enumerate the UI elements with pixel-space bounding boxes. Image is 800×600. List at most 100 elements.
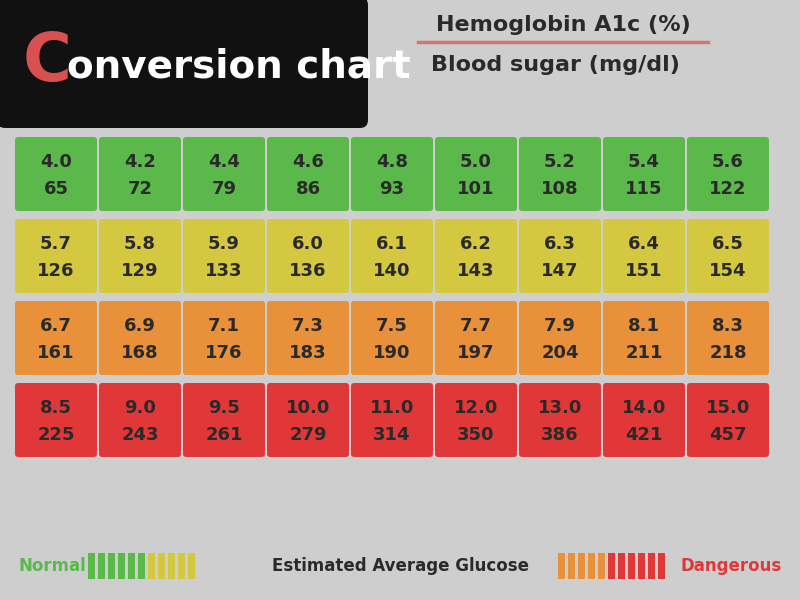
FancyBboxPatch shape [183, 383, 265, 457]
FancyBboxPatch shape [519, 137, 601, 211]
Bar [168, 553, 175, 579]
Text: 101: 101 [458, 180, 494, 198]
Text: 11.0: 11.0 [370, 399, 414, 417]
Text: 8.5: 8.5 [40, 399, 72, 417]
Text: 15.0: 15.0 [706, 399, 750, 417]
Text: 421: 421 [626, 426, 662, 444]
Bar [578, 553, 585, 579]
Text: 314: 314 [374, 426, 410, 444]
Text: 79: 79 [211, 180, 237, 198]
Bar [108, 553, 115, 579]
Bar [88, 553, 95, 579]
FancyBboxPatch shape [15, 301, 97, 375]
Text: 65: 65 [43, 180, 69, 198]
Text: 13.0: 13.0 [538, 399, 582, 417]
FancyBboxPatch shape [687, 219, 769, 293]
FancyBboxPatch shape [267, 137, 349, 211]
Text: 204: 204 [542, 344, 578, 362]
Text: 4.4: 4.4 [208, 153, 240, 171]
Bar [628, 553, 635, 579]
FancyBboxPatch shape [435, 219, 517, 293]
Text: 7.7: 7.7 [460, 317, 492, 335]
FancyBboxPatch shape [15, 137, 97, 211]
Bar [128, 553, 135, 579]
FancyBboxPatch shape [519, 301, 601, 375]
FancyBboxPatch shape [435, 137, 517, 211]
FancyBboxPatch shape [99, 383, 181, 457]
Text: 176: 176 [206, 344, 242, 362]
FancyBboxPatch shape [351, 137, 433, 211]
FancyBboxPatch shape [99, 219, 181, 293]
FancyBboxPatch shape [603, 301, 685, 375]
Bar [618, 553, 625, 579]
Bar [98, 553, 105, 579]
Text: 5.7: 5.7 [40, 235, 72, 253]
Text: 12.0: 12.0 [454, 399, 498, 417]
Text: 243: 243 [122, 426, 158, 444]
Text: 183: 183 [289, 344, 327, 362]
Text: 143: 143 [458, 262, 494, 280]
Text: 197: 197 [458, 344, 494, 362]
Text: Hemoglobin A1c (%): Hemoglobin A1c (%) [436, 15, 690, 35]
Bar [188, 553, 195, 579]
Text: 7.1: 7.1 [208, 317, 240, 335]
Text: 10.0: 10.0 [286, 399, 330, 417]
Text: 6.3: 6.3 [544, 235, 576, 253]
FancyBboxPatch shape [687, 137, 769, 211]
FancyBboxPatch shape [603, 383, 685, 457]
Bar [148, 553, 155, 579]
Text: 225: 225 [38, 426, 74, 444]
Text: 6.1: 6.1 [376, 235, 408, 253]
FancyBboxPatch shape [267, 219, 349, 293]
FancyBboxPatch shape [15, 383, 97, 457]
Bar [658, 553, 665, 579]
Bar [558, 553, 565, 579]
Text: 7.9: 7.9 [544, 317, 576, 335]
Text: 4.2: 4.2 [124, 153, 156, 171]
Text: Dangerous: Dangerous [681, 557, 782, 575]
Text: 6.5: 6.5 [712, 235, 744, 253]
Bar [158, 553, 165, 579]
Text: 218: 218 [709, 344, 747, 362]
Bar [638, 553, 645, 579]
FancyBboxPatch shape [687, 301, 769, 375]
Text: 161: 161 [38, 344, 74, 362]
Text: onversion chart: onversion chart [67, 47, 410, 85]
Text: 211: 211 [626, 344, 662, 362]
FancyBboxPatch shape [351, 301, 433, 375]
Text: 9.5: 9.5 [208, 399, 240, 417]
Bar [608, 553, 615, 579]
Text: 7.3: 7.3 [292, 317, 324, 335]
FancyBboxPatch shape [99, 301, 181, 375]
FancyBboxPatch shape [519, 383, 601, 457]
Text: 386: 386 [541, 426, 579, 444]
Text: C: C [23, 29, 72, 95]
Text: 261: 261 [206, 426, 242, 444]
Text: 147: 147 [542, 262, 578, 280]
Text: 350: 350 [458, 426, 494, 444]
Text: 6.9: 6.9 [124, 317, 156, 335]
Bar [138, 553, 145, 579]
Text: 6.0: 6.0 [292, 235, 324, 253]
Bar [588, 553, 595, 579]
Text: 168: 168 [121, 344, 159, 362]
Bar [118, 553, 125, 579]
Text: 7.5: 7.5 [376, 317, 408, 335]
Text: 4.0: 4.0 [40, 153, 72, 171]
Text: 93: 93 [379, 180, 405, 198]
FancyBboxPatch shape [99, 137, 181, 211]
Text: 129: 129 [122, 262, 158, 280]
Text: 6.2: 6.2 [460, 235, 492, 253]
Text: 136: 136 [290, 262, 326, 280]
Text: 457: 457 [710, 426, 746, 444]
Text: 5.0: 5.0 [460, 153, 492, 171]
Text: 8.3: 8.3 [712, 317, 744, 335]
Text: 4.8: 4.8 [376, 153, 408, 171]
Text: 9.0: 9.0 [124, 399, 156, 417]
Text: 4.6: 4.6 [292, 153, 324, 171]
FancyBboxPatch shape [435, 301, 517, 375]
Text: 86: 86 [295, 180, 321, 198]
FancyBboxPatch shape [351, 219, 433, 293]
Text: 154: 154 [710, 262, 746, 280]
Text: 151: 151 [626, 262, 662, 280]
